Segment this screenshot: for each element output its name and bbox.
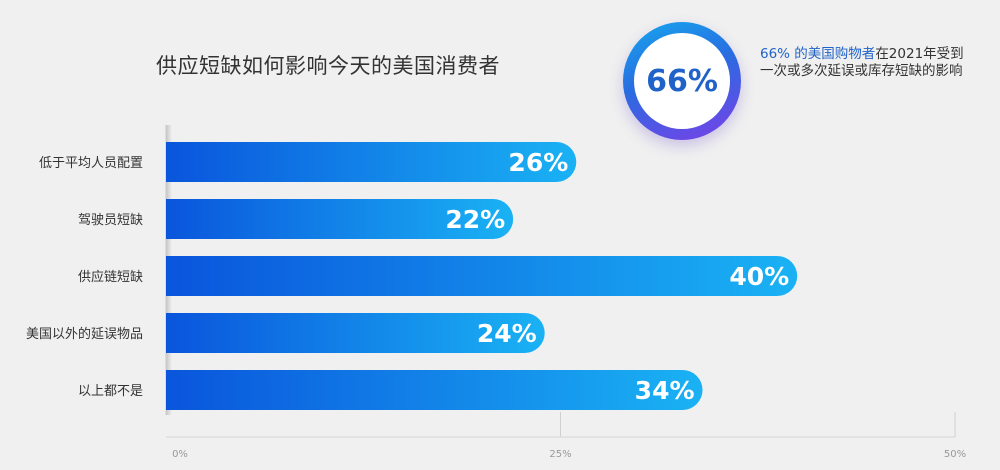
bar-value-label: 26%	[508, 148, 568, 177]
chart-title: 供应短缺如何影响今天的美国消费者	[156, 54, 500, 78]
x-axis-ticks: 0% 25% 50%	[172, 449, 966, 460]
category-label: 驾驶员短缺	[78, 213, 143, 228]
bar	[166, 313, 545, 353]
bar-value-label: 24%	[477, 319, 537, 348]
percentage-badge: 66%	[623, 22, 741, 140]
category-label: 低于平均人员配置	[39, 156, 143, 171]
x-tick-label: 50%	[944, 449, 966, 460]
category-label: 供应链短缺	[78, 269, 143, 285]
bar	[166, 199, 514, 239]
callout-body: 在2021年受到一次或多次延误或库存短缺的影响	[760, 46, 964, 79]
bar-value-label: 22%	[445, 205, 505, 234]
bars: 26%22% 40% 24% 34%	[166, 142, 798, 410]
callout-text: 66% 的美国购物者在2021年受到一次或多次延误或库存短缺的影响	[760, 46, 970, 80]
grid-lines	[166, 412, 956, 438]
category-label: 美国以外的延误物品	[26, 326, 143, 342]
bar-value-label: 40%	[729, 262, 789, 291]
bar-value-label: 34%	[635, 376, 695, 405]
x-tick-label: 0%	[172, 449, 188, 460]
callout-highlight: 66% 的美国购物者	[760, 46, 876, 62]
category-label: 以上都不是	[78, 384, 143, 399]
x-tick-label: 25%	[549, 449, 571, 460]
bar	[166, 370, 703, 410]
badge-value: 66%	[646, 63, 718, 99]
bar	[166, 256, 798, 296]
percentage-badge-inner: 66%	[634, 33, 730, 129]
bar	[166, 142, 577, 182]
